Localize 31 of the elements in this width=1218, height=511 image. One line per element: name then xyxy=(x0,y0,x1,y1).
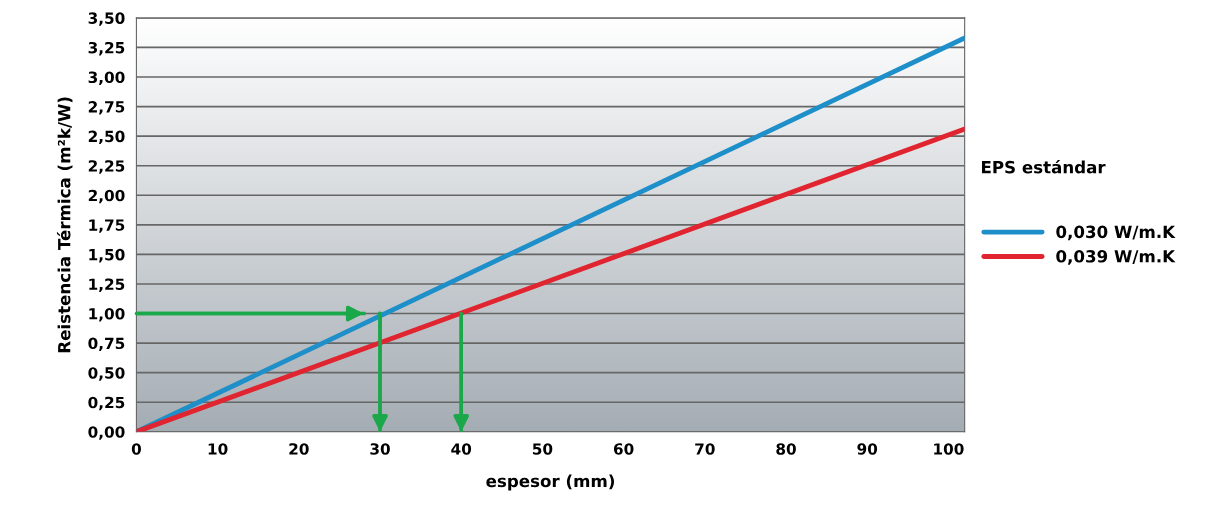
y-tick-label: 2,25 xyxy=(88,160,125,174)
x-tick-label: 60 xyxy=(613,443,634,455)
y-tick-label: 2,00 xyxy=(88,189,125,204)
y-tick-label: 0,00 xyxy=(88,426,125,440)
y-tick-label: 1,75 xyxy=(89,219,125,233)
x-tick-label: 80 xyxy=(776,443,796,455)
y-tick-label: 2,50 xyxy=(88,130,125,145)
y-tick-label: 3,25 xyxy=(88,41,125,56)
x-tick-label: 50 xyxy=(532,443,553,455)
y-tick-label: 2,75 xyxy=(88,101,125,115)
x-tick-label: 40 xyxy=(451,443,472,455)
x-tick-label: 10 xyxy=(208,443,228,455)
x-tick-label: 100 xyxy=(934,443,964,455)
x-tick-label: 0 xyxy=(131,443,141,455)
text: EPS estándar xyxy=(982,159,1106,174)
x-tick-label: 20 xyxy=(289,443,309,455)
y-axis-title: Reistencia Térmica (m²k/W) xyxy=(56,97,73,353)
x-tick-label: 30 xyxy=(370,443,390,455)
y-tick-label: 1,50 xyxy=(89,248,125,263)
legend-label: 0,039 W/m.K xyxy=(1056,250,1176,265)
legend-label: 0,030 W/m.K xyxy=(1056,225,1176,241)
x-axis-title: espesor (mm) xyxy=(486,474,615,491)
y-tick-label: 1,25 xyxy=(89,278,125,292)
x-tick-label: 70 xyxy=(695,443,715,455)
y-tick-label: 3,00 xyxy=(88,71,125,85)
y-tick-label: 0,75 xyxy=(88,337,125,352)
x-tick-label: 90 xyxy=(857,443,878,455)
y-tick-label: 0,50 xyxy=(88,367,125,381)
y-tick-label: 3,50 xyxy=(88,12,125,26)
y-tick-label: 0,25 xyxy=(88,396,125,411)
y-tick-label: 1,00 xyxy=(89,308,125,322)
